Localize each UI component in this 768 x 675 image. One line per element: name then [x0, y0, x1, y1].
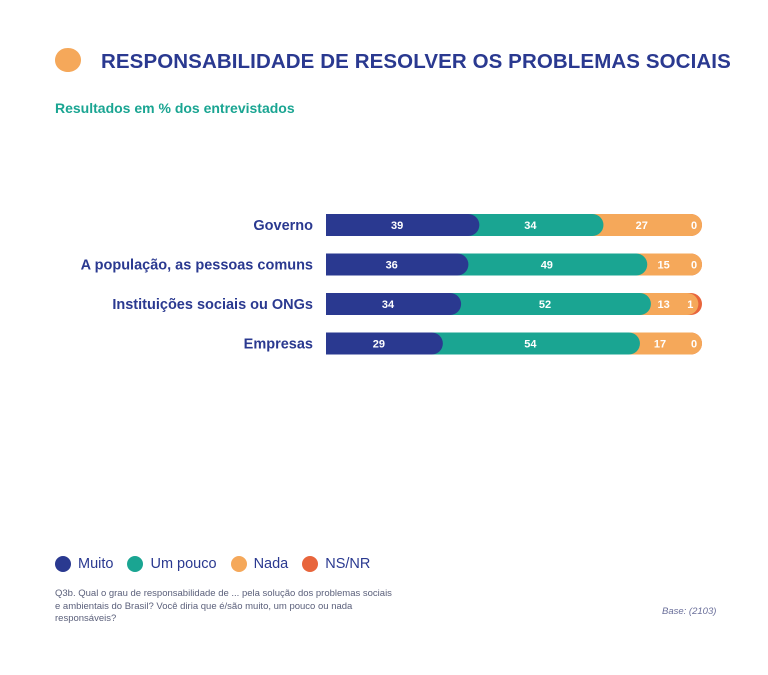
bar-um-pouco-a-populacao-as-pessoas-comuns	[446, 253, 648, 276]
bar-nada-empresas	[617, 332, 702, 355]
question-note: Q3b. Qual o grau de responsabilidade de …	[55, 588, 392, 624]
data-label-ns-nr-governo: 0	[691, 220, 697, 232]
bar-muito-a-populacao-as-pessoas-comuns	[326, 253, 469, 276]
data-label-muito-empresas: 29	[373, 339, 385, 351]
legend-label-muito: Muito	[78, 556, 114, 572]
data-label-nada-a-populacao-as-pessoas-comuns: 15	[658, 260, 670, 272]
legend-item-ns-nr: NS/NR	[302, 556, 370, 572]
bar-um-pouco-instituicoes-sociais-ou-ongs	[439, 293, 651, 315]
category-label-a-populacao-as-pessoas-comuns: A população, as pessoas comuns	[81, 258, 313, 274]
data-label-nada-instituicoes-sociais-ou-ongs: 13	[658, 299, 670, 311]
data-label-um-pouco-empresas: 54	[524, 339, 537, 351]
bar-muito-instituicoes-sociais-ou-ongs	[326, 293, 462, 315]
bar-nada-governo	[581, 214, 702, 236]
data-label-ns-nr-a-populacao-as-pessoas-comuns: 0	[691, 260, 697, 272]
bar-um-pouco-empresas	[420, 332, 640, 355]
bar-um-pouco-governo	[457, 214, 604, 236]
legend-item-um-pouco: Um pouco	[127, 556, 217, 572]
data-label-muito-instituicoes-sociais-ou-ongs: 34	[382, 299, 395, 311]
bar-muito-governo	[326, 214, 480, 236]
sample-base: Base: (2103)	[662, 606, 717, 617]
legend-item-muito: Muito	[55, 556, 113, 572]
legend-item-nada: Nada	[230, 556, 289, 572]
data-label-ns-nr-instituicoes-sociais-ou-ongs: 1	[687, 299, 693, 311]
data-label-nada-empresas: 17	[654, 339, 666, 351]
data-label-um-pouco-a-populacao-as-pessoas-comuns: 49	[541, 260, 553, 272]
data-label-ns-nr-empresas: 0	[691, 339, 697, 351]
data-label-um-pouco-instituicoes-sociais-ou-ongs: 52	[539, 299, 551, 311]
chart-subtitle: Resultados em % dos entrevistados	[55, 100, 295, 116]
data-label-nada-governo: 27	[636, 220, 648, 232]
page-title: RESPONSABILIDADE DE RESOLVER OS PROBLEMA…	[101, 50, 731, 73]
chart-legend: Muito Um pouco Nada NS/NR	[55, 556, 384, 572]
data-label-um-pouco-governo: 34	[524, 220, 537, 232]
legend-swatch-um-pouco	[127, 556, 144, 572]
legend-label-ns-nr: NS/NR	[325, 556, 371, 572]
legend-swatch-nada	[230, 556, 247, 572]
legend-swatch-muito	[55, 556, 71, 572]
legend-label-nada: Nada	[253, 556, 289, 572]
legend-swatch-ns-nr	[302, 556, 319, 572]
bar-muito-empresas	[326, 332, 443, 355]
category-label-governo: Governo	[253, 218, 313, 234]
data-label-muito-governo: 39	[391, 220, 403, 232]
category-label-instituicoes-sociais-ou-ongs: Instituições sociais ou ONGs	[112, 297, 313, 313]
category-label-empresas: Empresas	[244, 337, 313, 353]
data-label-muito-a-populacao-as-pessoas-comuns: 36	[386, 260, 398, 272]
title-bullet-icon	[55, 48, 81, 72]
legend-label-um-pouco: Um pouco	[150, 556, 217, 572]
